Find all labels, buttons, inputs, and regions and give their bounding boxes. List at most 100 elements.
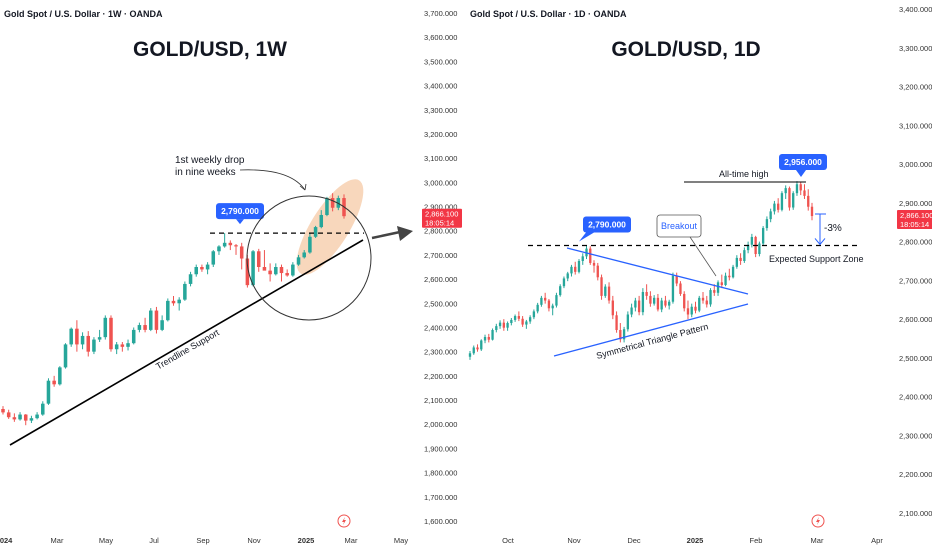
right-candle	[483, 334, 487, 344]
right-candle-body	[574, 266, 577, 272]
weekly-drop-note-arrowhead	[299, 183, 307, 191]
right-candle-body	[630, 307, 633, 315]
triangle-upper-line	[566, 247, 749, 295]
left-price-tick: 2,100.000	[424, 396, 457, 405]
left-candle	[18, 412, 22, 421]
right-price-tick: 2,100.000	[899, 509, 932, 518]
left-candle-body	[126, 343, 130, 347]
daily-chart-source: Gold Spot / U.S. Dollar · 1D · OANDA	[470, 9, 627, 19]
left-candle	[239, 242, 244, 270]
right-time-tick: Feb	[750, 536, 763, 545]
left-candle	[35, 412, 39, 420]
right-candle-body	[562, 278, 566, 287]
left-candle-body	[6, 412, 11, 418]
weekly-candles	[1, 179, 364, 426]
right-candle	[649, 291, 652, 307]
left-price-tick: 1,600.000	[424, 517, 457, 526]
right-candle	[679, 281, 682, 296]
right-candle-body	[513, 316, 517, 320]
daily-price-axis: 3,400.000 3,300.000 3,200.000 3,100.000 3,00…	[897, 5, 932, 518]
right-candle	[652, 295, 656, 306]
left-candle-body	[245, 258, 250, 286]
focus-circle	[246, 195, 372, 321]
right-candle	[634, 297, 637, 312]
right-candle	[709, 288, 712, 307]
left-candle-body	[160, 320, 164, 330]
left-candle	[319, 210, 324, 229]
left-candle-body	[262, 267, 267, 271]
left-candle-body	[154, 310, 159, 330]
left-candle	[251, 250, 255, 287]
left-candle	[92, 337, 96, 355]
left-price-tick: 3,700.000	[424, 9, 457, 18]
weekly-chart-source: Gold Spot / U.S. Dollar · 1W · OANDA	[4, 9, 163, 19]
right-candle-body	[600, 277, 603, 296]
left-candle	[63, 343, 68, 369]
right-candle-body	[724, 275, 727, 286]
left-price-tick: 1,700.000	[424, 493, 457, 502]
right-candle-body	[619, 330, 622, 340]
trendline-support-label: Trendline Support	[154, 327, 221, 372]
right-candle	[510, 317, 513, 326]
left-candle	[12, 413, 17, 422]
right-time-tick: Oct	[502, 536, 515, 545]
right-candle-body	[611, 300, 614, 316]
left-candle-body	[188, 274, 193, 284]
left-candle-body	[114, 344, 119, 350]
left-candle	[291, 262, 295, 277]
right-candle-body	[547, 300, 551, 309]
right-candle	[472, 345, 475, 355]
left-candle-body	[131, 329, 136, 344]
right-candle	[705, 295, 708, 308]
right-candle-body	[634, 300, 637, 308]
left-candle-body	[308, 236, 312, 253]
left-candle-body	[29, 418, 34, 421]
right-candle	[506, 321, 509, 331]
left-price-tick: 3,500.000	[424, 57, 457, 66]
left-candle	[131, 327, 136, 345]
left-price-tick: 3,300.000	[424, 106, 457, 115]
left-time-tick: Mar	[51, 536, 64, 545]
right-candle-body	[536, 304, 539, 312]
left-candle-body	[177, 299, 181, 304]
breakout-callout-box	[656, 214, 702, 238]
right-candle	[720, 274, 723, 289]
left-candle	[58, 366, 62, 386]
left-candle	[171, 296, 176, 306]
right-candle	[619, 323, 622, 343]
right-candle-body	[765, 219, 769, 229]
transition-arrow-head	[397, 226, 413, 241]
left-candle-body	[149, 310, 153, 330]
left-candle	[308, 233, 312, 254]
right-candle	[495, 323, 498, 333]
right-price-tick: 3,300.000	[899, 44, 932, 53]
right-candle	[596, 262, 599, 281]
right-price-tick: 3,400.000	[899, 5, 932, 14]
right-candle-body	[551, 305, 554, 309]
right-candle	[780, 191, 784, 212]
left-price-tick: 2,600.000	[424, 275, 457, 284]
pattern-label: Symmetrical Triangle Pattern	[595, 321, 709, 361]
right-candle-body	[758, 243, 761, 255]
left-candle	[126, 339, 130, 351]
left-candle	[80, 332, 85, 350]
left-candle	[325, 196, 329, 217]
support-zone-label: Expected Support Zone	[769, 254, 864, 264]
right-candle-body	[517, 316, 521, 319]
daily-2790-label-box	[583, 216, 631, 233]
right-candle	[716, 280, 720, 296]
flash-icon-glyph	[342, 517, 346, 525]
left-price-tick: 3,400.000	[424, 82, 457, 91]
right-candle-body	[683, 293, 686, 309]
right-candle-body	[592, 262, 596, 266]
left-candle	[29, 415, 34, 424]
right-candle-body	[784, 188, 787, 194]
right-candle-body	[694, 306, 697, 311]
right-price-tick: 3,100.000	[899, 121, 932, 130]
right-candle-body	[652, 297, 656, 304]
right-candle-body	[543, 297, 547, 301]
left-candle-body	[200, 267, 204, 270]
right-candle	[803, 184, 806, 199]
left-candle	[143, 317, 147, 333]
right-candle	[788, 186, 791, 211]
